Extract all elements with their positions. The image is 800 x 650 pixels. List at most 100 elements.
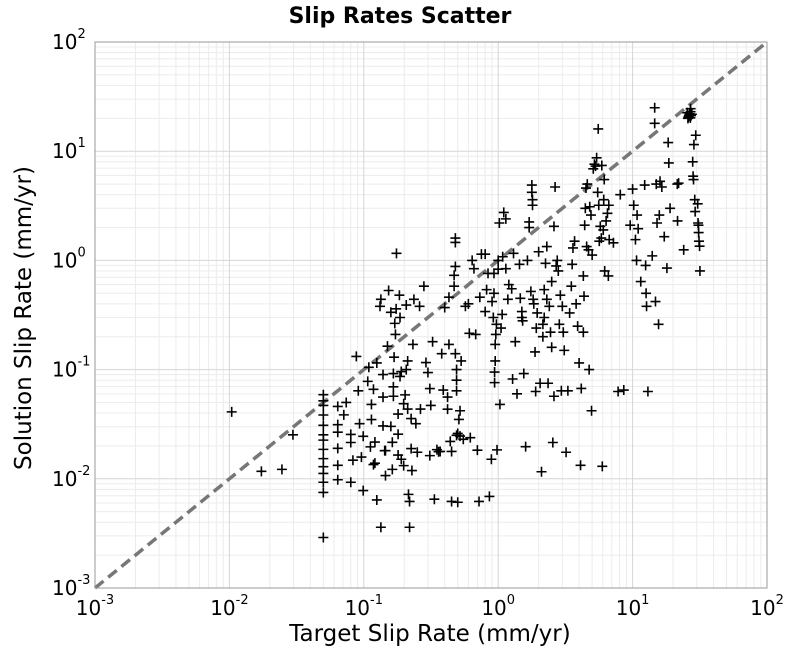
data-point (686, 110, 697, 121)
data-point (410, 418, 421, 429)
data-point (445, 436, 456, 447)
data-point (415, 404, 426, 415)
data-point (450, 237, 461, 248)
data-point (449, 270, 460, 281)
data-point (385, 421, 396, 432)
data-point (383, 285, 394, 296)
data-point (567, 242, 578, 253)
data-point (541, 241, 552, 252)
data-point (522, 255, 533, 266)
data-point (578, 270, 589, 281)
data-point (653, 319, 664, 330)
data-point (226, 406, 237, 417)
data-point (540, 258, 551, 269)
data-point (332, 443, 343, 454)
data-point (451, 364, 462, 375)
data-point (363, 362, 374, 373)
data-point (393, 429, 404, 440)
data-point (531, 323, 542, 334)
data-point (391, 303, 402, 314)
data-point (488, 312, 499, 323)
data-point (407, 339, 418, 350)
data-point (525, 286, 536, 297)
x-axis-tick-labels: 10-3 10-2 10-1 100 101 102 (76, 593, 784, 620)
data-point (546, 276, 557, 287)
x-axis-label: Target Slip Rate (mm/yr) (288, 621, 570, 647)
data-point (554, 319, 565, 330)
data-point (576, 383, 587, 394)
y-tick-label: 10-3 (52, 573, 90, 600)
data-point (347, 455, 358, 466)
data-point (580, 203, 591, 214)
data-point (687, 156, 698, 167)
data-point (464, 328, 475, 339)
data-point (492, 444, 503, 455)
data-point (562, 385, 573, 396)
data-point (598, 224, 609, 235)
data-point (690, 130, 701, 141)
data-point (596, 233, 607, 244)
data-point (571, 298, 582, 309)
data-point (507, 374, 518, 385)
data-point (463, 298, 474, 309)
data-point (663, 137, 674, 148)
data-point (390, 329, 401, 340)
data-point (524, 222, 535, 233)
data-point (318, 444, 329, 455)
data-point (649, 118, 660, 129)
data-point (559, 345, 570, 356)
data-point (449, 281, 460, 292)
data-point (256, 466, 267, 477)
data-point (318, 429, 329, 440)
data-point (458, 434, 469, 445)
data-point (551, 260, 562, 271)
data-point (633, 223, 644, 234)
data-point (615, 189, 626, 200)
data-point (579, 291, 590, 302)
data-point (358, 485, 369, 496)
data-point (439, 302, 450, 313)
data-point (593, 200, 604, 211)
data-point (429, 494, 440, 505)
data-point (484, 491, 495, 502)
data-point (598, 194, 609, 205)
data-point (378, 392, 389, 403)
data-point (520, 441, 531, 452)
data-point (494, 218, 505, 229)
data-point (497, 251, 508, 262)
data-point (528, 298, 539, 309)
data-point (472, 445, 483, 456)
data-point (550, 182, 561, 193)
data-point (552, 255, 563, 266)
data-point (362, 376, 373, 387)
data-point (395, 312, 406, 323)
data-point (537, 319, 548, 330)
data-point (655, 176, 666, 187)
data-point (558, 327, 569, 338)
data-point (641, 288, 652, 299)
data-point (497, 309, 508, 320)
y-tick-label: 102 (52, 27, 86, 54)
data-point (424, 450, 435, 461)
data-point (567, 259, 578, 270)
data-point (661, 263, 672, 274)
data-point (425, 400, 436, 411)
data-point (494, 399, 505, 410)
data-point (387, 437, 398, 448)
data-point (341, 397, 352, 408)
data-point (544, 301, 555, 312)
data-point (354, 418, 365, 429)
data-point (318, 420, 329, 431)
data-point (490, 339, 501, 350)
data-point (318, 487, 329, 498)
data-point (401, 300, 412, 311)
data-point (427, 336, 438, 347)
data-point (318, 409, 329, 420)
data-point (548, 221, 559, 232)
data-point (465, 432, 476, 443)
y-tick-label: 10-2 (52, 464, 90, 491)
data-point (404, 496, 415, 507)
data-point (489, 377, 500, 388)
data-point (443, 339, 454, 350)
data-point (656, 182, 667, 193)
